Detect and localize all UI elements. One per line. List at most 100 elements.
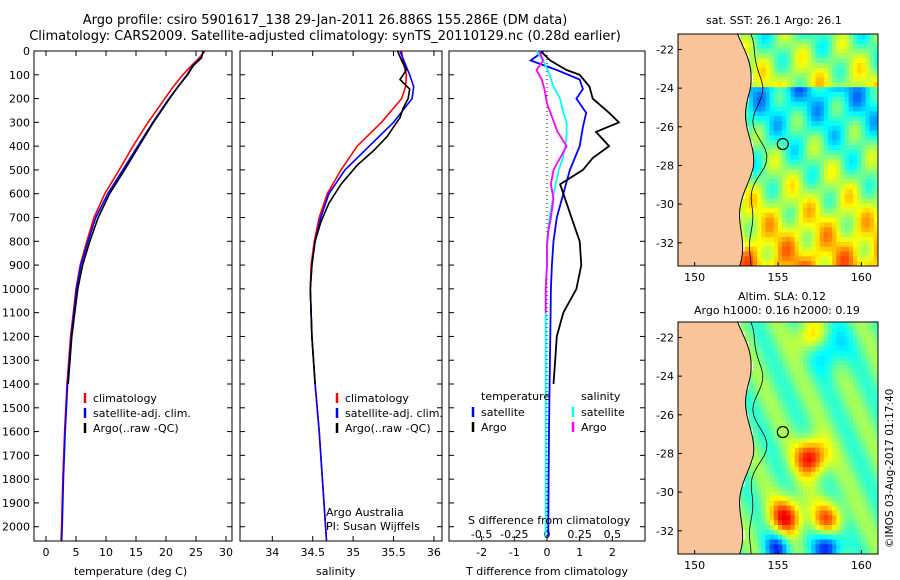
map-cell bbox=[769, 251, 775, 257]
map-cell bbox=[853, 409, 858, 415]
map-cell bbox=[828, 87, 833, 93]
map-cell bbox=[778, 457, 783, 463]
map-cell bbox=[836, 145, 842, 151]
map-cell bbox=[811, 154, 817, 161]
map-cell bbox=[753, 549, 758, 554]
map-cell bbox=[778, 336, 783, 342]
map-cell bbox=[798, 394, 804, 400]
map-cell bbox=[765, 246, 771, 253]
map-cell bbox=[840, 457, 846, 463]
legend-label: Argo(..raw -QC) bbox=[93, 422, 179, 435]
map-cell bbox=[786, 159, 792, 166]
map-cell bbox=[773, 67, 779, 74]
map-cell bbox=[790, 389, 796, 396]
map-cell bbox=[748, 467, 754, 473]
map-cell bbox=[765, 452, 771, 458]
map-cell bbox=[786, 539, 792, 545]
map-cell bbox=[782, 549, 787, 554]
map-cell bbox=[803, 418, 808, 425]
y-tick-label: 2000 bbox=[2, 521, 30, 534]
map-cell bbox=[857, 183, 862, 190]
map-cell bbox=[819, 212, 825, 219]
map-cell bbox=[828, 174, 833, 180]
map-cell bbox=[794, 121, 800, 127]
map-cell bbox=[865, 111, 871, 117]
map-cell bbox=[840, 256, 846, 262]
map-cell bbox=[798, 549, 804, 554]
map-cell bbox=[765, 544, 771, 550]
map-cell bbox=[873, 130, 878, 137]
map-cell bbox=[819, 331, 825, 338]
map-cell bbox=[836, 116, 842, 122]
map-cell bbox=[773, 212, 779, 219]
series-line-salinity-argo bbox=[535, 50, 568, 313]
map-cell bbox=[794, 326, 800, 333]
map-cell bbox=[823, 92, 829, 98]
map-cell bbox=[769, 145, 775, 151]
map-cell bbox=[853, 355, 858, 362]
map-cell bbox=[844, 121, 850, 127]
map-cell bbox=[807, 486, 812, 492]
map-cell bbox=[744, 409, 750, 415]
map-cell bbox=[757, 154, 762, 161]
map-cell bbox=[869, 355, 875, 362]
map-cell bbox=[786, 355, 792, 362]
map-cell bbox=[803, 82, 808, 88]
map-cell bbox=[794, 34, 800, 40]
map-cell bbox=[828, 442, 833, 449]
map-cell bbox=[853, 486, 858, 492]
map-cell bbox=[757, 447, 762, 454]
map-cell bbox=[748, 476, 754, 483]
map-cell bbox=[769, 150, 775, 156]
map-cell bbox=[803, 476, 808, 483]
map-cell bbox=[790, 336, 796, 342]
map-cell bbox=[786, 529, 792, 536]
map-cell bbox=[773, 77, 779, 83]
map-cell bbox=[873, 232, 878, 238]
map-cell bbox=[828, 101, 833, 108]
map-cell bbox=[811, 135, 817, 141]
map-cell bbox=[848, 111, 854, 117]
map-cell bbox=[773, 355, 779, 362]
map-cell bbox=[778, 341, 783, 347]
map-cell bbox=[794, 169, 800, 175]
map-cell bbox=[773, 217, 779, 224]
map-cell bbox=[836, 135, 842, 141]
map-cell bbox=[769, 491, 775, 497]
map-cell bbox=[786, 365, 792, 371]
map-cell bbox=[828, 198, 833, 204]
map-cell bbox=[803, 409, 808, 415]
map-cell bbox=[790, 193, 796, 199]
map-cell bbox=[869, 384, 875, 391]
map-cell bbox=[790, 404, 796, 410]
map-cell bbox=[773, 150, 779, 156]
map-cell bbox=[773, 471, 779, 478]
map-cell bbox=[869, 380, 875, 386]
y-tick-label: 1800 bbox=[2, 473, 30, 486]
map-cell bbox=[748, 43, 754, 50]
map-cell bbox=[761, 125, 767, 132]
map-cell bbox=[786, 500, 792, 507]
map-cell bbox=[861, 251, 867, 257]
map-cell bbox=[790, 331, 796, 338]
map-cell bbox=[757, 150, 762, 156]
map-cell bbox=[798, 423, 804, 429]
map-cell bbox=[811, 399, 817, 405]
map-cell bbox=[840, 246, 846, 253]
map-cell bbox=[865, 539, 871, 545]
map-cell bbox=[757, 58, 762, 64]
map-cell bbox=[761, 394, 767, 400]
y-tick-label: 900 bbox=[9, 259, 30, 272]
map-cell bbox=[836, 505, 842, 512]
map-cell bbox=[865, 34, 871, 40]
map-cell bbox=[832, 130, 837, 137]
map-cell bbox=[840, 322, 846, 328]
map-cell bbox=[815, 217, 821, 224]
lat-tick-label: -30 bbox=[656, 486, 674, 499]
map-cell bbox=[803, 48, 808, 54]
map-cell bbox=[794, 413, 800, 420]
map-cell bbox=[778, 539, 783, 545]
map-cell bbox=[823, 87, 829, 93]
map-cell bbox=[753, 198, 758, 204]
map-cell bbox=[840, 183, 846, 190]
